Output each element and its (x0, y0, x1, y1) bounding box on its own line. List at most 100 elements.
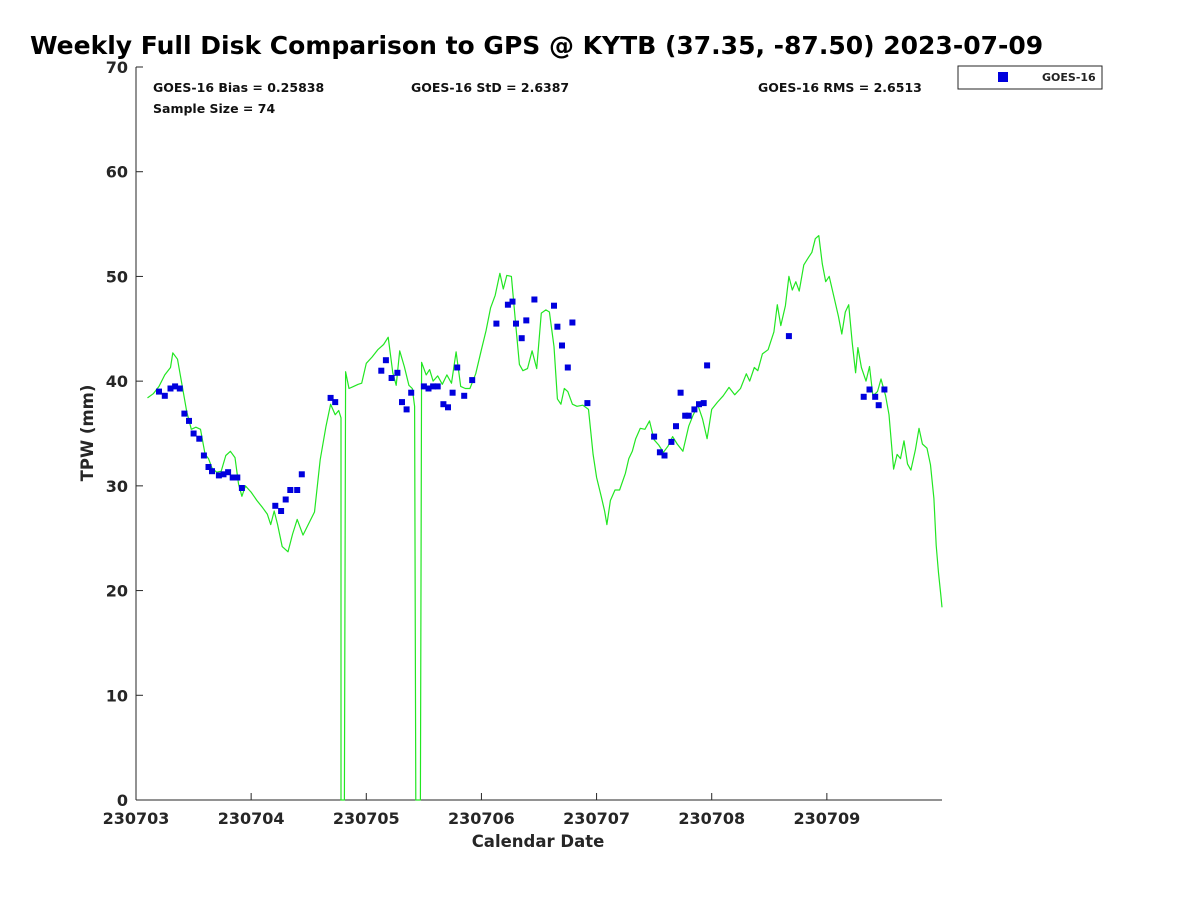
series-layer (147, 235, 943, 801)
goes16-point (181, 410, 188, 417)
goes16-point (238, 485, 245, 491)
goes16-point (584, 400, 591, 407)
goes16-point (504, 301, 511, 308)
goes16-point (656, 449, 663, 456)
goes16-point (425, 385, 432, 392)
gps-tpw-line (147, 235, 943, 801)
goes16-point (234, 474, 241, 481)
goes16-point (200, 452, 207, 459)
goes16-point (860, 393, 867, 400)
legend-marker-goes16 (998, 72, 1008, 82)
goes16-point (449, 389, 456, 396)
goes16-point (518, 335, 525, 342)
goes16-point (866, 386, 873, 393)
goes16-point (327, 394, 334, 401)
y-axis-label: TPW (mm) (78, 385, 97, 482)
goes16-point (399, 399, 405, 406)
goes16-point (440, 401, 447, 408)
x-tick-label: 230708 (678, 809, 745, 828)
goes16-point (167, 385, 174, 392)
goes16-point (294, 487, 301, 493)
goes16-point (551, 302, 557, 309)
legend: GOES-16 (957, 65, 1103, 90)
goes16-point (668, 438, 675, 445)
goes16-point (875, 402, 882, 409)
goes16-point (513, 320, 519, 327)
y-tick-label: 70 (106, 58, 128, 77)
goes16-point (209, 468, 215, 475)
goes16-point (445, 404, 451, 411)
goes16-point (287, 487, 294, 493)
x-tick-label: 230704 (218, 809, 285, 828)
goes16-point (785, 333, 792, 340)
goes16-point (685, 412, 692, 419)
goes16-point (196, 435, 203, 442)
std-annotation: GOES-16 StD = 2.6387 (411, 80, 569, 95)
goes16-point (569, 319, 576, 326)
goes16-point (430, 383, 437, 390)
y-ticks: 0 10 20 30 40 50 60 70 (106, 58, 143, 810)
goes16-point (205, 464, 212, 470)
goes16-point (272, 502, 279, 509)
goes16-point (872, 393, 879, 400)
goes16-point (704, 362, 711, 369)
goes16-point (509, 298, 516, 305)
sample-size-annotation: Sample Size = 74 (153, 101, 275, 116)
goes16-point (156, 388, 162, 395)
goes16-point (190, 430, 197, 437)
legend-label-goes16: GOES-16 (1042, 71, 1096, 84)
goes16-point (403, 406, 410, 413)
rms-annotation: GOES-16 RMS = 2.6513 (758, 80, 922, 95)
x-axis-label: Calendar Date (472, 832, 605, 851)
goes16-point (523, 317, 530, 324)
x-tick-label: 230703 (103, 809, 170, 828)
x-tick-label: 230709 (793, 809, 860, 828)
goes16-point (229, 474, 236, 481)
stats-annotations: GOES-16 Bias = 0.25838 GOES-16 StD = 2.6… (153, 80, 922, 116)
goes16-point (559, 342, 565, 349)
x-tick-label: 230707 (563, 809, 630, 828)
goes16-point (172, 383, 179, 390)
goes16-point (186, 417, 192, 424)
legend-box (957, 65, 1103, 90)
goes16-point (408, 389, 415, 396)
plot-axes (135, 67, 942, 801)
goes16-point (493, 320, 500, 327)
y-tick-label: 0 (117, 791, 128, 810)
goes16-point (469, 377, 476, 384)
goes16-point (696, 401, 702, 408)
y-tick-label: 50 (106, 267, 128, 286)
y-tick-label: 20 (106, 582, 128, 601)
goes16-point (394, 369, 401, 376)
goes16-point (382, 357, 389, 364)
goes16-point (332, 399, 339, 406)
goes16-point (176, 385, 183, 392)
y-tick-label: 40 (106, 372, 128, 391)
goes16-point (661, 452, 668, 459)
goes16-point (298, 471, 305, 478)
goes16-point (691, 406, 698, 413)
goes16-point (700, 400, 707, 407)
goes16-point (434, 383, 441, 390)
goes16-point (420, 383, 427, 390)
goes16-point (215, 472, 222, 479)
y-tick-label: 30 (106, 477, 128, 496)
chart-title: Weekly Full Disk Comparison to GPS @ KYT… (30, 31, 1043, 60)
x-tick-label: 230705 (333, 809, 400, 828)
y-tick-label: 60 (106, 163, 128, 182)
goes16-point (881, 386, 888, 393)
goes16-point (220, 471, 227, 478)
goes16-point (682, 412, 689, 419)
x-ticks: 230703 230704 230705 230706 230707 230708 2307… (103, 793, 860, 828)
goes16-point (378, 367, 385, 374)
bias-annotation: GOES-16 Bias = 0.25838 (153, 80, 324, 95)
y-tick-label: 10 (106, 686, 128, 705)
goes16-point (282, 496, 289, 503)
x-tick-label: 230706 (448, 809, 515, 828)
goes16-point (161, 392, 168, 399)
goes16-point (673, 423, 679, 430)
goes16-point (454, 364, 461, 371)
goes16-point (677, 389, 684, 396)
